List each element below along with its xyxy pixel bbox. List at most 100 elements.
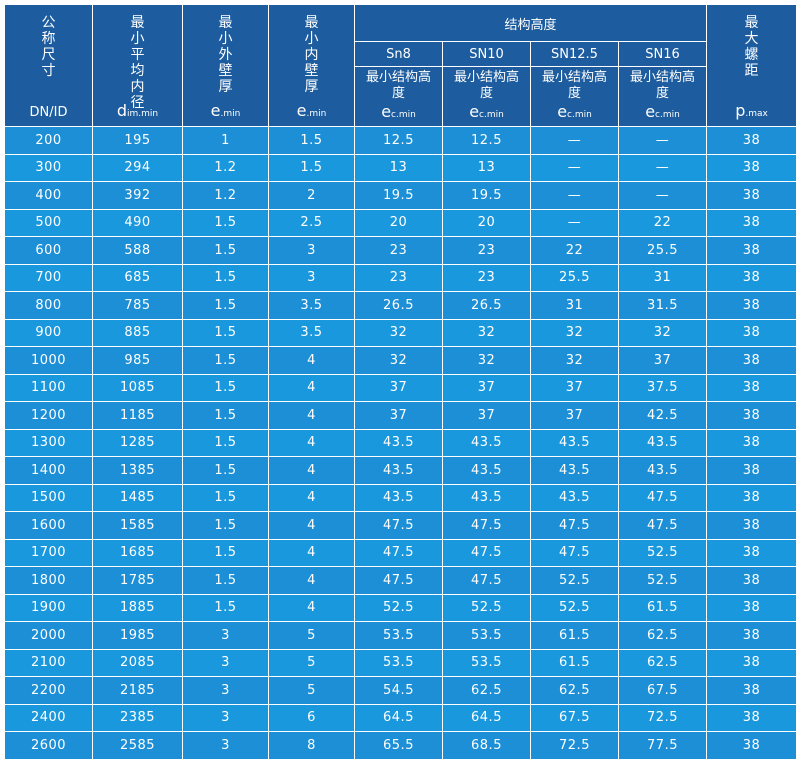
cell-sn16: 25.5 [617, 236, 708, 265]
cell-min-outer-wall: 1.5 [182, 483, 269, 512]
cell-sn8: 12.5 [354, 126, 443, 155]
cell-sn16: — [617, 153, 708, 182]
cell-nominal-size: 400 [4, 181, 93, 210]
cell-sn16: 62.5 [617, 648, 708, 677]
cell-sn8: 43.5 [354, 456, 443, 485]
cell-nominal-size: 2000 [4, 621, 93, 650]
pipe-spec-table: 公称尺寸 DN/ID 最小平均内径 dim.min 最小外壁厚 e.min 最小… [4, 4, 798, 760]
cell-sn10: 37 [442, 373, 531, 402]
cell-sn8: 32 [354, 346, 443, 375]
table-row: 700 685 1.5 3 23 23 25.5 31 38 [4, 263, 798, 292]
header-sn16-sub-symbol: ec.min [645, 102, 680, 121]
cell-sn16: 43.5 [617, 428, 708, 457]
header-min-inner-diameter: 最小平均内径 dim.min [92, 4, 183, 127]
cell-nominal-size: 2200 [4, 676, 93, 705]
cell-nominal-size: 1500 [4, 483, 93, 512]
cell-min-inner-diameter: 885 [92, 318, 183, 347]
cell-max-pitch: 38 [706, 236, 798, 265]
cell-sn8: 43.5 [354, 483, 443, 512]
cell-sn10: 53.5 [442, 648, 531, 677]
header-min-inner-wall-symbol: e.min [296, 101, 327, 120]
cell-sn10: 64.5 [442, 703, 531, 732]
header-sn12-5-sub: 最小结构高度 ec.min [530, 66, 619, 127]
cell-nominal-size: 500 [4, 208, 93, 237]
cell-min-inner-wall: 3 [268, 263, 355, 292]
table-row: 1300 1285 1.5 4 43.5 43.5 43.5 43.5 38 [4, 428, 798, 457]
cell-max-pitch: 38 [706, 648, 798, 677]
table-row: 400 392 1.2 2 19.5 19.5— —38 [4, 181, 798, 210]
cell-sn8: 37 [354, 401, 443, 430]
cell-sn16: 47.5 [617, 483, 708, 512]
cell-nominal-size: 1200 [4, 401, 93, 430]
header-min-outer-wall-label: 最小外壁厚 [218, 15, 233, 95]
cell-min-outer-wall: 1.5 [182, 318, 269, 347]
cell-min-inner-diameter: 294 [92, 153, 183, 182]
header-sn10-sub: 最小结构高度 ec.min [442, 66, 531, 127]
cell-min-inner-diameter: 2385 [92, 703, 183, 732]
table-row: 2000 1985 3 5 53.5 53.5 61.5 62.5 38 [4, 621, 798, 650]
header-sn16-sub: 最小结构高度 ec.min [617, 66, 708, 127]
cell-max-pitch: 38 [706, 593, 798, 622]
cell-sn10: 20 [442, 208, 531, 237]
cell-sn16: 52.5 [617, 566, 708, 595]
cell-min-inner-diameter: 1085 [92, 373, 183, 402]
cell-sn8: 54.5 [354, 676, 443, 705]
cell-sn16: 62.5 [617, 621, 708, 650]
cell-nominal-size: 1900 [4, 593, 93, 622]
cell-min-inner-wall: 4 [268, 346, 355, 375]
cell-min-outer-wall: 1.5 [182, 263, 269, 292]
cell-max-pitch: 38 [706, 373, 798, 402]
cell-sn12-5: 47.5 [530, 511, 619, 540]
cell-sn8: 37 [354, 373, 443, 402]
cell-max-pitch: 38 [706, 263, 798, 292]
header-sn12-5-sub-symbol: ec.min [557, 102, 592, 121]
cell-min-inner-diameter: 1985 [92, 621, 183, 650]
header-sn12-5-sub-label: 最小结构高度 [541, 70, 607, 101]
cell-sn12-5: 32 [530, 346, 619, 375]
cell-min-inner-wall: 4 [268, 428, 355, 457]
cell-sn10: 32 [442, 318, 531, 347]
cell-min-outer-wall: 1.2 [182, 181, 269, 210]
cell-sn12-5: 43.5 [530, 456, 619, 485]
cell-min-inner-diameter: 1485 [92, 483, 183, 512]
table-row: 600 588 1.5 3 23 23 22 25.5 38 [4, 236, 798, 265]
cell-min-inner-diameter: 1385 [92, 456, 183, 485]
cell-min-outer-wall: 1.5 [182, 373, 269, 402]
table-row: 1000 985 1.5 4 32 32 32 37 38 [4, 346, 798, 375]
cell-min-outer-wall: 3 [182, 731, 269, 760]
cell-max-pitch: 38 [706, 676, 798, 705]
table-row: 500 490 1.5 2.5 20 20—22 38 [4, 208, 798, 237]
header-sn10-sub-symbol: ec.min [469, 102, 504, 121]
cell-sn8: 65.5 [354, 731, 443, 760]
cell-min-inner-diameter: 1185 [92, 401, 183, 430]
cell-max-pitch: 38 [706, 538, 798, 567]
cell-sn8: 52.5 [354, 593, 443, 622]
header-min-inner-wall-label: 最小内壁厚 [304, 15, 319, 95]
cell-sn8: 47.5 [354, 566, 443, 595]
header-sn8-sub-label: 最小结构高度 [365, 70, 431, 101]
cell-max-pitch: 38 [706, 566, 798, 595]
table-row: 1400 1385 1.5 4 43.5 43.5 43.5 43.5 38 [4, 456, 798, 485]
cell-min-inner-wall: 4 [268, 456, 355, 485]
cell-sn8: 26.5 [354, 291, 443, 320]
cell-sn16: 31 [617, 263, 708, 292]
cell-max-pitch: 38 [706, 456, 798, 485]
cell-sn16: — [617, 181, 708, 210]
cell-sn12-5: 37 [530, 401, 619, 430]
cell-sn12-5: 62.5 [530, 676, 619, 705]
cell-min-inner-wall: 3 [268, 236, 355, 265]
cell-min-outer-wall: 1.5 [182, 346, 269, 375]
cell-nominal-size: 1300 [4, 428, 93, 457]
cell-min-inner-diameter: 195 [92, 126, 183, 155]
cell-min-inner-wall: 8 [268, 731, 355, 760]
cell-sn8: 53.5 [354, 621, 443, 650]
cell-nominal-size: 1000 [4, 346, 93, 375]
header-sn8: Sn8 [354, 41, 443, 67]
cell-min-inner-diameter: 1685 [92, 538, 183, 567]
cell-nominal-size: 1100 [4, 373, 93, 402]
cell-sn10: 13 [442, 153, 531, 182]
cell-min-inner-diameter: 685 [92, 263, 183, 292]
table-row: 2100 2085 3 5 53.5 53.5 61.5 62.5 38 [4, 648, 798, 677]
header-sn10: SN10 [442, 41, 531, 67]
cell-sn16: 31.5 [617, 291, 708, 320]
